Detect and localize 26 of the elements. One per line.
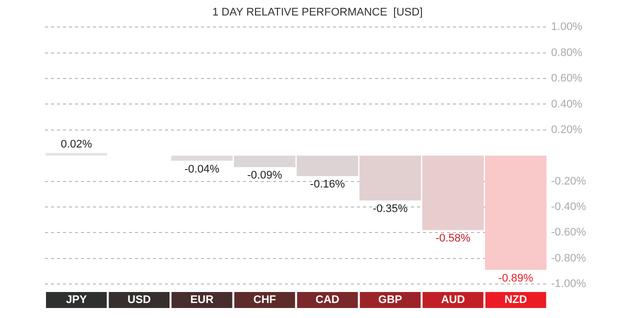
data-label: -0.35% [372, 203, 408, 216]
y-tick-label: 0.60% [551, 72, 583, 85]
data-label: -0.04% [184, 163, 220, 176]
x-tick-label: EUR [190, 294, 214, 306]
x-tick-label: USD [128, 294, 151, 306]
chart-title: 1 DAY RELATIVE PERFORMANCE [USD] [212, 6, 423, 19]
y-tick-label: -0.40% [551, 200, 586, 213]
data-label: 0.02% [60, 138, 92, 151]
y-tick-label: 1.00% [551, 21, 583, 34]
y-tick-label: 0.80% [551, 46, 583, 59]
x-tick-label: GBP [378, 294, 402, 306]
x-tick-label: JPY [66, 294, 88, 306]
x-tick-label: CAD [316, 294, 340, 306]
x-tick-label: NZD [504, 294, 528, 306]
x-tick-label: CHF [253, 294, 276, 306]
y-tick-label: -0.80% [551, 252, 586, 264]
data-label: -0.09% [247, 170, 282, 182]
y-tick-label: -1.00% [551, 278, 586, 290]
x-tick-label: AUD [441, 294, 465, 306]
y-tick-label: -0.20% [551, 175, 586, 188]
y-tick-label: 0.20% [551, 124, 583, 136]
data-label: -0.16% [310, 178, 346, 191]
y-tick-label: 0.40% [551, 98, 583, 110]
y-tick-label: -0.60% [551, 226, 586, 239]
data-label: -0.89% [498, 272, 534, 284]
data-label: -0.58% [436, 232, 471, 245]
